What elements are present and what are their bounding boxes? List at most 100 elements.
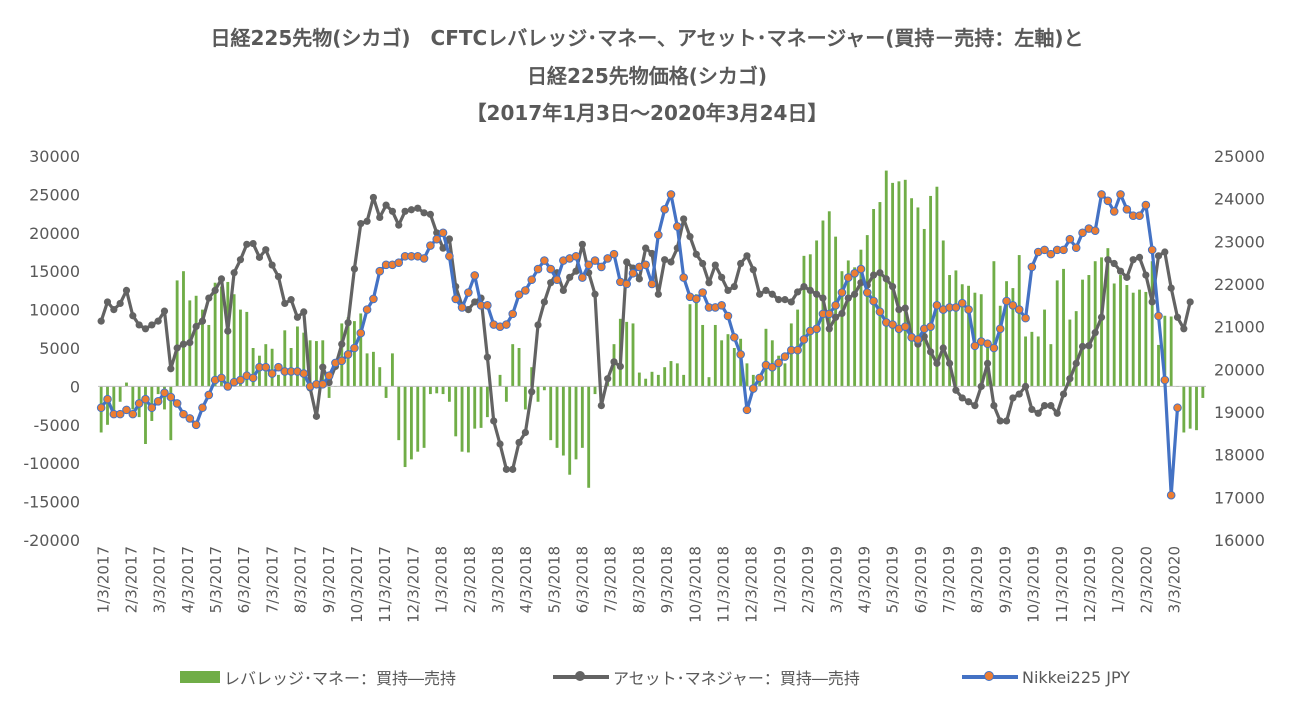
asset-manager-point	[591, 290, 599, 298]
leveraged-bar	[726, 334, 730, 387]
asset-manager-point	[781, 296, 789, 304]
leveraged-bar	[840, 271, 844, 387]
leveraged-bar	[365, 353, 369, 387]
asset-manager-point	[528, 388, 536, 396]
asset-manager-point	[116, 299, 124, 308]
leveraged-bar	[916, 207, 920, 387]
x-tick-label: 12/3/2017	[404, 546, 422, 623]
x-tick-label: 11/3/2017	[376, 546, 394, 623]
nikkei-point	[1160, 375, 1170, 385]
asset-manager-point	[129, 312, 137, 320]
asset-manager-point	[1066, 375, 1074, 383]
asset-manager-point	[1002, 417, 1011, 425]
x-tick-label: 1/3/2020	[1109, 546, 1127, 613]
leveraged-bar	[359, 313, 363, 387]
leveraged-bar	[1182, 386, 1186, 433]
asset-manager-point	[502, 465, 510, 473]
nikkei-point	[837, 288, 847, 297]
asset-manager-point	[249, 239, 257, 248]
leveraged-bar	[954, 270, 958, 387]
nikkei-point	[502, 320, 511, 329]
x-tick-label: 5/3/2018	[545, 546, 563, 613]
asset-manager-point	[312, 412, 321, 420]
leveraged-bar	[1157, 344, 1160, 387]
asset-manager-point	[933, 359, 941, 367]
x-tick-label: 1/3/2019	[771, 546, 789, 613]
asset-manager-point	[376, 213, 384, 222]
asset-manager-point	[901, 304, 909, 312]
nikkei-point	[438, 228, 448, 238]
nikkei-point	[654, 230, 663, 240]
nikkei-line	[96, 190, 1182, 500]
asset-manager-point	[800, 282, 808, 291]
nikkei-point	[1116, 190, 1125, 199]
x-tick-label: 9/3/2017	[320, 546, 338, 613]
asset-manager-point	[300, 308, 308, 316]
leveraged-bar	[511, 344, 515, 387]
x-tick-label: 8/3/2019	[968, 546, 986, 613]
x-tick-label: 5/3/2017	[207, 546, 225, 613]
leveraged-bar	[1188, 386, 1192, 429]
leveraged-bar	[948, 275, 952, 387]
asset-manager-line	[97, 193, 1194, 473]
asset-manager-point	[597, 402, 605, 410]
asset-manager-point	[1135, 253, 1144, 261]
asset-manager-point	[1097, 313, 1106, 321]
left-tick-label: 5000	[39, 339, 80, 358]
nikkei-point	[419, 254, 429, 263]
leveraged-bar	[460, 386, 464, 452]
leveraged-bar	[422, 386, 426, 448]
asset-manager-point	[274, 272, 283, 281]
asset-manager-point	[521, 428, 529, 437]
leveraged-bar	[409, 386, 413, 460]
right-tick-label: 20000	[1214, 360, 1265, 379]
leveraged-bar	[663, 367, 667, 387]
x-tick-label: 2/3/2018	[461, 546, 479, 613]
asset-manager-point	[420, 209, 428, 217]
x-axis-ticks: 1/3/2017 2/3/2017 3/3/2017 4/3/2017 5/3/2017…	[94, 546, 1183, 623]
nikkei-point	[767, 362, 777, 372]
asset-manager-point	[654, 290, 662, 298]
nikkei-point	[261, 362, 271, 372]
asset-manager-point	[648, 249, 656, 258]
asset-manager-point	[205, 294, 213, 302]
nikkei-point	[692, 294, 701, 304]
leveraged-bar	[859, 249, 863, 387]
nikkei-point	[103, 394, 112, 404]
asset-manager-point	[217, 275, 226, 283]
x-tick-label: 5/3/2019	[884, 546, 902, 613]
leveraged-bar	[682, 374, 686, 387]
leveraged-bar	[144, 386, 147, 444]
nikkei-point	[1090, 226, 1100, 235]
nikkei-point	[736, 350, 745, 359]
x-tick-label: 6/3/2018	[574, 546, 592, 613]
leveraged-bar	[479, 386, 483, 428]
asset-manager-point	[496, 440, 504, 448]
nikkei-point	[1027, 262, 1037, 272]
nikkei-point	[995, 324, 1005, 334]
leveraged-bar	[960, 284, 964, 387]
x-tick-label: 1/3/2017	[94, 546, 112, 613]
nikkei-point	[204, 390, 214, 400]
asset-manager-point	[996, 417, 1004, 425]
nikkei-point	[1097, 190, 1106, 199]
nikkei-point	[609, 249, 619, 259]
leveraged-bar	[555, 386, 559, 448]
leveraged-bar	[644, 378, 648, 387]
leveraged-bar	[321, 340, 325, 387]
asset-manager-point	[749, 266, 757, 274]
leveraged-bar	[1068, 319, 1072, 387]
asset-manager-point	[844, 294, 852, 302]
nikkei-point	[793, 345, 802, 355]
leveraged-bar	[441, 386, 445, 395]
asset-manager-point	[794, 288, 802, 296]
asset-manager-point	[1129, 256, 1137, 264]
leveraged-bar	[1100, 257, 1103, 387]
leveraged-bar	[910, 198, 914, 387]
nikkei-point	[641, 260, 650, 270]
chart-title-line-1: 日経225先物(シカゴ) CFTCレバレッジ･マネー、アセット･マネージャー(買…	[210, 26, 1084, 50]
asset-manager-point	[882, 275, 890, 283]
asset-manager-point	[926, 348, 935, 356]
nikkei-point	[723, 311, 733, 321]
asset-manager-point	[692, 250, 700, 258]
